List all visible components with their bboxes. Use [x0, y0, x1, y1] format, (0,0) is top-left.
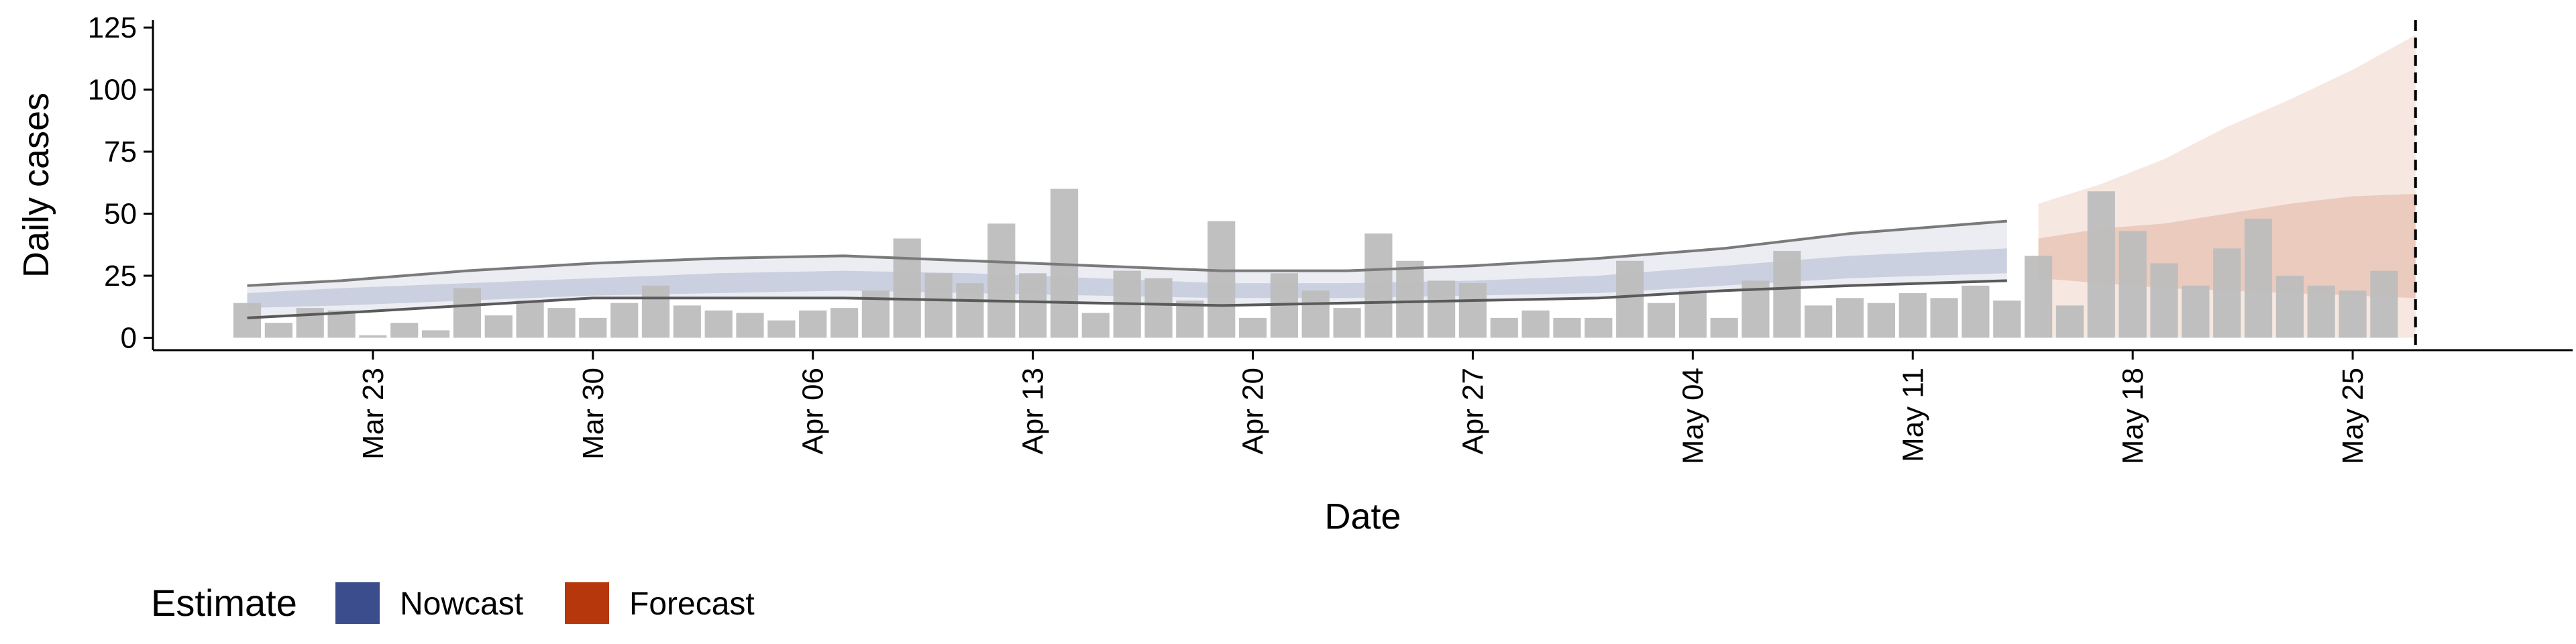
bar: [2150, 263, 2178, 338]
bar: [453, 288, 481, 338]
nowcast-outer-band-layer: [247, 221, 2007, 318]
legend-label-nowcast: Nowcast: [400, 586, 523, 622]
bar: [1301, 290, 1330, 338]
nowcast-inner-band-layer: [247, 248, 2007, 309]
x-tick-label: May 04: [1676, 368, 1709, 464]
bar: [1521, 310, 1550, 338]
legend-label-forecast: Forecast: [629, 586, 755, 622]
bar: [2087, 191, 2115, 338]
bar: [704, 310, 733, 338]
bar: [296, 308, 324, 338]
bar: [1993, 301, 2021, 338]
x-tick-label: Mar 23: [357, 368, 390, 460]
x-tick-label: Apr 27: [1456, 368, 1489, 455]
bar: [673, 305, 701, 338]
x-tick-label: Apr 20: [1237, 368, 1270, 455]
bar: [516, 301, 544, 338]
nowcast-lines-layer: [247, 219, 2007, 319]
bar: [1773, 251, 1801, 338]
legend-swatch-nowcast: [335, 582, 380, 624]
bar: [1805, 305, 1833, 338]
bar: [1144, 278, 1173, 338]
nowcast-upper-line: [247, 219, 2007, 287]
y-tick-label: 100: [88, 74, 137, 107]
bar: [799, 310, 827, 338]
bar: [579, 317, 607, 338]
bar: [987, 223, 1016, 338]
x-tick-label: May 25: [2337, 368, 2369, 464]
bar: [1585, 317, 1613, 338]
x-tick-label: Mar 30: [577, 368, 610, 460]
bar: [2182, 285, 2210, 338]
bar: [1930, 298, 1958, 338]
bar: [390, 323, 419, 338]
bar: [2307, 285, 2335, 338]
y-axis-title: Daily cases: [16, 93, 56, 278]
bar: [484, 315, 513, 338]
bar: [2213, 248, 2241, 338]
bar: [359, 335, 387, 338]
bar: [1019, 273, 1047, 338]
bar: [1458, 283, 1487, 338]
bar: [1710, 317, 1738, 338]
bar: [2118, 231, 2147, 338]
bar: [2370, 270, 2398, 338]
bar: [924, 273, 953, 338]
bar: [264, 323, 292, 338]
bar: [1616, 260, 1644, 338]
bar: [1647, 303, 1676, 338]
bar: [1396, 260, 1424, 338]
bar: [641, 285, 670, 338]
bar: [2275, 276, 2304, 338]
x-tick-label: Apr 06: [797, 368, 830, 455]
bar: [422, 330, 450, 338]
y-tick-label: 50: [104, 198, 137, 231]
bar: [1081, 313, 1110, 338]
bar: [736, 313, 764, 338]
legend-title: Estimate: [151, 582, 297, 624]
bar: [1678, 290, 1707, 338]
bar: [956, 283, 984, 338]
bar: [610, 303, 639, 338]
x-tick-label: Apr 13: [1017, 368, 1050, 455]
bar: [2025, 256, 2053, 338]
bar: [830, 308, 859, 338]
legend-swatch-forecast: [565, 582, 609, 624]
nowcast-outer-band: [247, 221, 2007, 318]
bar: [233, 303, 262, 338]
nowcast-inner-band: [247, 248, 2007, 309]
bar: [2244, 218, 2273, 338]
y-tick-label: 75: [104, 136, 137, 168]
y-tick-label: 0: [121, 322, 137, 355]
bar: [1553, 317, 1581, 338]
bar: [2339, 290, 2367, 338]
bars-layer: [233, 189, 2398, 338]
x-axis-title: Date: [1324, 496, 1401, 537]
bar: [1898, 292, 1927, 338]
bar: [893, 238, 921, 338]
y-tick-label: 125: [88, 11, 137, 44]
bar: [1836, 298, 1864, 338]
y-tick-label: 25: [104, 260, 137, 292]
bar: [1867, 303, 1895, 338]
bar: [1333, 308, 1361, 338]
bar: [1490, 317, 1518, 338]
bar: [1176, 301, 1204, 338]
legend: Estimate Nowcast Forecast: [151, 582, 755, 624]
bar: [547, 308, 576, 338]
bar: [767, 320, 796, 338]
axes-layer: 0 25 50 75 100 125 Mar 23 Mar 30 Apr 06 Apr 13 Apr…: [88, 11, 2573, 464]
nowcast-lower-line: [247, 279, 2007, 319]
bar: [327, 310, 356, 338]
bar: [1208, 221, 1236, 338]
bar: [2055, 305, 2084, 338]
bar: [1238, 317, 1267, 338]
bar: [1962, 285, 1990, 338]
bar: [1364, 233, 1393, 338]
x-tick-label: May 18: [2116, 368, 2149, 464]
bar: [1428, 280, 1456, 338]
x-tick-label: May 11: [1896, 368, 1929, 462]
